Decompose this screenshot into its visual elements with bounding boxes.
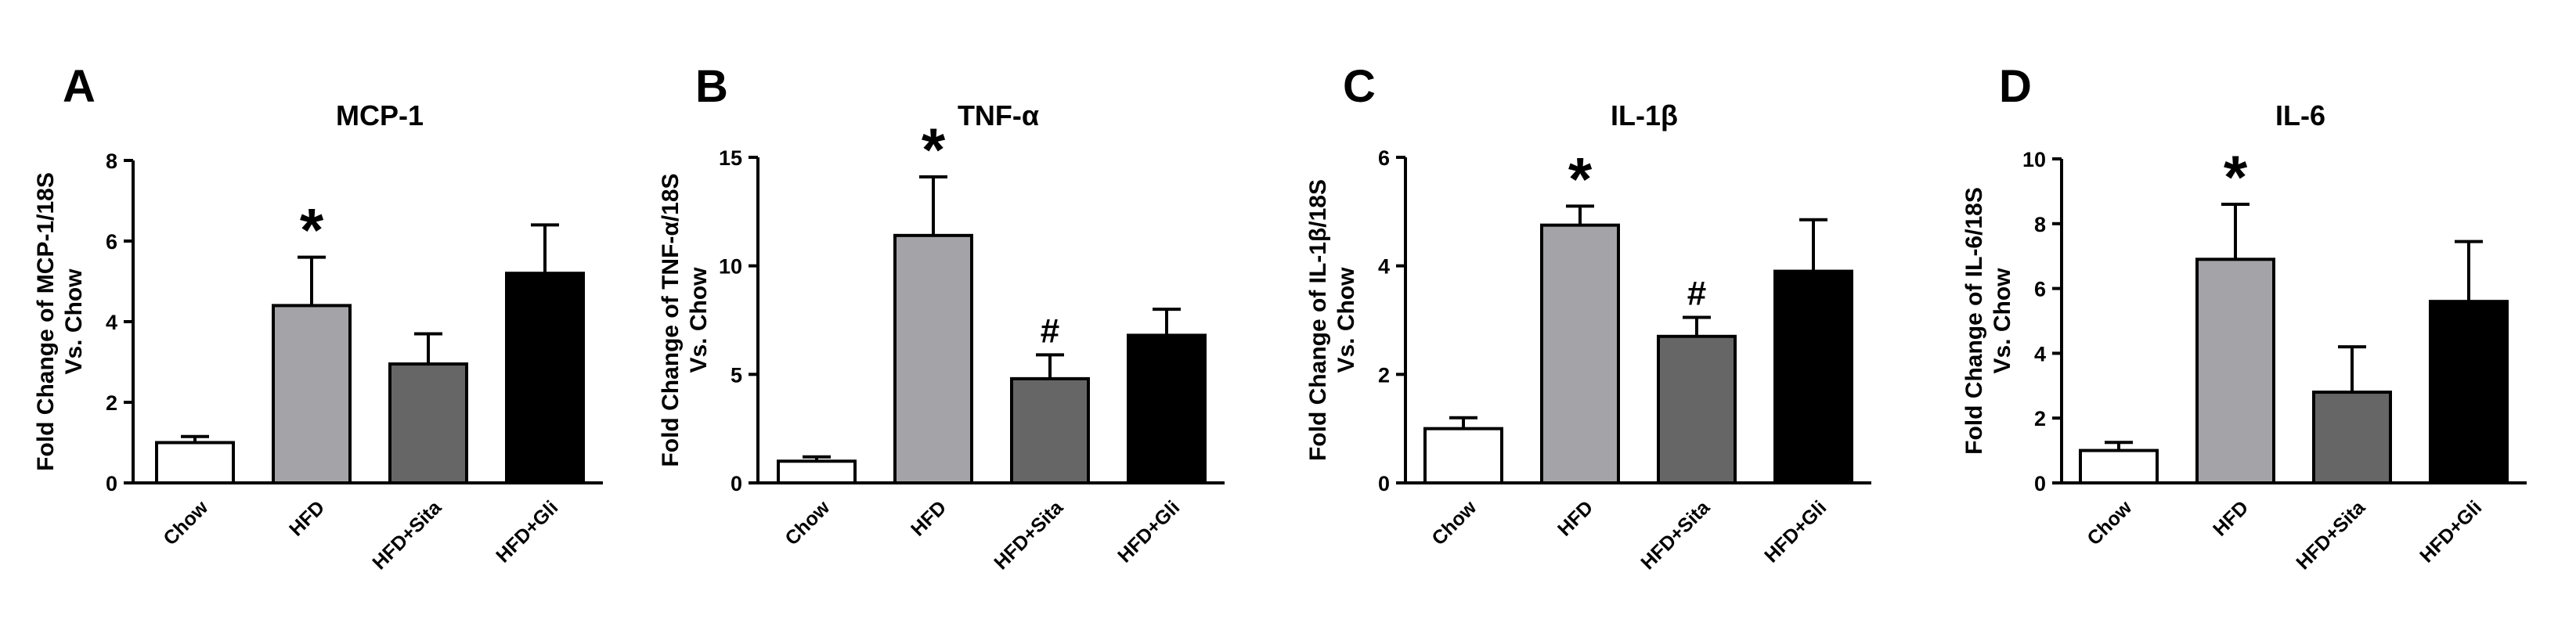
y-tick-label-c: 4 [1378,255,1390,279]
bar-d-hfd-gli [2429,300,2509,484]
panel-letter-b: B [695,61,728,112]
x-tick-label-b: HFD+Gli [1113,496,1184,567]
x-tick-label-b: HFD+Sita [990,496,1068,574]
x-tick-label-a: Chow [159,496,212,549]
y-tick-label-d: 10 [2022,148,2046,171]
x-tick-label-a: HFD+Gli [492,496,562,567]
y-tick-label-b: 10 [719,255,742,279]
x-tick-label-b: HFD [907,496,951,540]
x-tick-label-a: HFD+Sita [368,496,446,574]
y-axis-label-line2-a: Vs. Chow [61,268,87,375]
x-tick-label-b: Chow [781,496,834,549]
x-tick-label-c: HFD [1553,496,1597,540]
y-tick-label-a: 2 [106,391,117,415]
y-tick-label-b: 15 [719,146,742,170]
y-tick-label-a: 4 [106,311,117,334]
y-tick-label-d: 6 [2034,278,2046,301]
bar-c-hfd-sita [1657,334,1737,484]
x-tick-label-c: HFD+Sita [1636,496,1715,574]
x-tick-label-c: Chow [1427,496,1481,549]
y-axis-label-line2-c: Vs. Chow [1333,267,1359,373]
x-tick-label-d: HFD+Gli [2415,496,2486,567]
y-tick-label-a: 8 [106,149,117,173]
panel-letter-c: C [1343,61,1376,112]
y-tick-label-d: 8 [2034,213,2046,236]
y-axis-label-line2-b: Vs. Chow [686,267,712,373]
y-axis-label-b: Fold Change of TNF-α/18S [658,173,684,466]
x-tick-label-a: HFD [285,496,329,540]
bar-a-chow [155,441,235,484]
significance-marker-d: * [2224,142,2248,211]
x-tick-label-d: HFD+Sita [2292,496,2370,574]
x-tick-label-c: HFD+Gli [1760,496,1831,567]
panel-title-a: MCP-1 [336,99,424,131]
significance-marker-a: * [300,196,324,265]
bar-c-hfd-gli [1773,269,1853,484]
bar-a-hfd-sita [388,362,468,485]
panel-title-b: TNF-α [958,99,1039,131]
bar-b-chow [777,459,857,484]
y-axis-label-line2-d: Vs. Chow [1990,268,2015,374]
x-tick-label-d: HFD [2209,496,2253,540]
bar-c-hfd [1540,223,1620,484]
panel-letter-d: D [1999,61,2032,112]
panel-title-c: IL-1β [1611,99,1678,131]
y-tick-label-c: 2 [1378,363,1390,387]
significance-marker-c: # [1687,275,1706,313]
bar-a-hfd [272,304,352,484]
significance-marker-b: # [1041,312,1059,350]
y-axis-label-d: Fold Change of IL-6/18S [1961,187,1987,455]
y-tick-label-b: 5 [731,363,742,387]
y-tick-label-d: 2 [2034,407,2046,430]
y-tick-label-c: 0 [1378,472,1390,495]
bar-d-chow [2079,448,2159,484]
bar-d-hfd-sita [2312,391,2392,484]
bar-c-chow [1423,427,1503,485]
significance-marker-c: * [1568,144,1593,213]
y-tick-label-d: 0 [2034,472,2046,495]
y-tick-label-c: 6 [1378,146,1390,170]
y-tick-label-b: 0 [731,472,742,495]
y-tick-label-a: 0 [106,472,117,495]
y-axis-label-c: Fold Change of IL-1β/18S [1305,179,1331,461]
y-tick-label-a: 6 [106,230,117,254]
significance-marker-b: * [922,115,946,184]
panel-letter-a: A [63,61,96,112]
x-tick-label-d: Chow [2083,496,2136,549]
bar-b-hfd-sita [1010,376,1090,484]
bar-a-hfd-gli [505,272,585,484]
y-axis-label-a: Fold Change of MCP-1/18S [33,172,59,471]
bar-b-hfd-gli [1127,333,1207,484]
y-tick-label-d: 4 [2034,342,2046,366]
bar-b-hfd [893,233,973,484]
bar-d-hfd [2195,257,2275,484]
panel-title-d: IL-6 [2275,99,2325,131]
